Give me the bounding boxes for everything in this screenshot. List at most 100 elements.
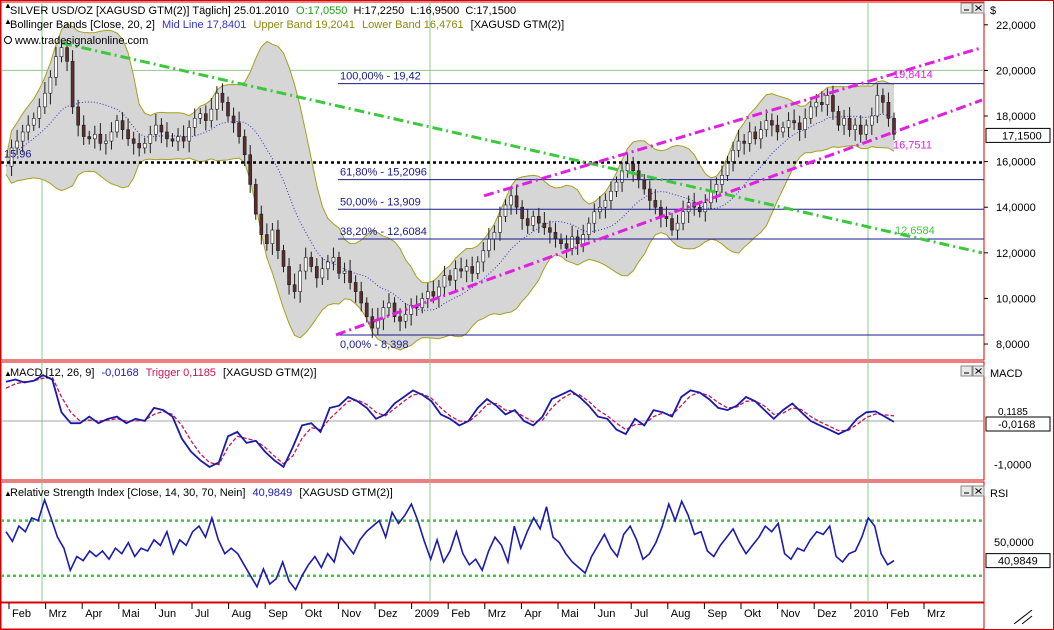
macd-symbol: [XAGUSD GTM(2)] — [223, 367, 317, 379]
candle-body — [331, 257, 336, 263]
candle-body — [553, 232, 558, 240]
candle-body — [625, 163, 630, 172]
candle-body — [204, 113, 208, 121]
candle-body — [514, 195, 519, 208]
candle-body — [642, 179, 647, 190]
candle-body — [836, 111, 841, 126]
candle-body — [864, 124, 869, 135]
candle-body — [747, 131, 752, 144]
candle-body — [703, 202, 708, 213]
candle-body — [731, 149, 735, 162]
candle-body — [670, 218, 674, 231]
resize-grip-icon[interactable] — [1013, 609, 1033, 625]
candle-body — [54, 56, 58, 78]
candle-body — [381, 307, 386, 320]
rsi-value: 40,9849 — [252, 487, 292, 499]
fibonacci-label: 61,80% - 15,2096 — [340, 167, 427, 179]
rsi-line — [5, 497, 895, 592]
candle-body — [265, 234, 269, 245]
candle-body — [87, 136, 92, 140]
pane-marker-icon: ▲ — [4, 369, 12, 378]
time-tick-label: Sep — [268, 608, 288, 620]
candle-body — [287, 266, 291, 286]
macd-gridlines — [1, 362, 984, 480]
candle-body — [481, 250, 486, 263]
price-gridlines — [1, 2, 984, 360]
macd-last-box — [985, 416, 1051, 432]
time-tick-label: Apr — [85, 608, 102, 620]
candle-body — [292, 284, 297, 292]
candle-body — [881, 95, 885, 103]
macd-close-button[interactable] — [972, 365, 985, 377]
candle-body — [614, 181, 619, 192]
time-tick-label: Okt — [744, 608, 761, 620]
time-tick-label: Feb — [451, 608, 470, 620]
candle-body — [464, 266, 469, 272]
pane-marker-icon: ▲ — [4, 17, 12, 26]
candle-body — [76, 106, 80, 126]
candle-body — [797, 122, 802, 130]
time-tick-label: Okt — [305, 608, 322, 620]
candle-body — [570, 236, 574, 249]
candle-body — [820, 102, 824, 105]
candle-body — [781, 127, 785, 133]
candle-body — [237, 122, 241, 137]
candle-body — [387, 302, 391, 308]
candle-body — [531, 216, 536, 226]
bollinger-mid-label: Mid Line 17,8401 — [162, 19, 246, 31]
candle-body — [803, 117, 808, 130]
rsi-axis: 50,0000 40,9849 — [985, 537, 1051, 569]
candle-body — [398, 316, 402, 322]
candle-body — [831, 95, 835, 112]
rsi-minimize-button[interactable] — [960, 485, 973, 497]
price-tick-label: 8,0000 — [996, 339, 1030, 351]
candle-body — [520, 206, 524, 219]
candle-body — [786, 120, 791, 128]
price-title: SILVER USD/OZ [XAGUSD GTM(2)] Täglich] 2… — [10, 5, 289, 17]
bollinger-symbol: [XAGUSD GTM(2)] — [471, 19, 565, 31]
price-tick-label: 12,0000 — [996, 248, 1036, 260]
candle-body — [492, 232, 497, 240]
upper-channel-line — [483, 46, 983, 198]
bollinger-header: Bollinger Bands [Close, 20, 2] Mid Line … — [10, 19, 564, 31]
candle-body — [270, 229, 275, 245]
macd-trigger-readout: 0,1185 — [998, 407, 1028, 418]
price-axis: 22,0000 20,0000 18,0000 16,0000 14,0000 12,00… — [984, 20, 1051, 351]
pane-marker-icon: ▲ — [4, 489, 12, 498]
candle-body — [337, 257, 341, 274]
candle-body — [631, 163, 635, 172]
time-tick-label: Aug — [232, 608, 252, 620]
candle-body — [548, 227, 552, 233]
candle-body — [825, 95, 830, 105]
price-pane[interactable]: 100,00% - 19,42 61,80% - 15,2096 50,00% - … — [0, 1, 1051, 361]
rsi-close-button[interactable] — [972, 485, 985, 497]
candle-body — [437, 286, 441, 297]
candle-body — [808, 106, 813, 119]
candle-body — [26, 124, 31, 133]
price-open: O:17,0550 — [296, 5, 347, 17]
candle-body — [70, 60, 75, 108]
time-axis[interactable]: Feb Mrz Apr Mai Jun Jul Aug Sep Okt Nov Dez 2009 Feb… — [0, 602, 985, 630]
candle-body — [714, 184, 719, 192]
fibonacci-levels: 100,00% - 19,42 61,80% - 15,2096 50,00% - … — [338, 71, 984, 351]
candle-body — [98, 133, 103, 144]
rsi-last-label: 40,9849 — [998, 556, 1038, 568]
price-minimize-button[interactable] — [960, 2, 973, 14]
close-icon — [975, 488, 982, 494]
time-tick-label: Sep — [707, 608, 727, 620]
candle-body — [814, 102, 819, 108]
rsi-pane[interactable]: 50,0000 40,9849 Relative Strength Index [… — [0, 481, 1051, 603]
candle-body — [453, 268, 458, 281]
candle-body — [198, 113, 203, 119]
time-tick-label: 2009 — [415, 608, 439, 620]
time-tick-label: Aug — [671, 608, 691, 620]
candle-body — [309, 257, 314, 267]
candle-body — [758, 129, 763, 140]
candle-body — [431, 291, 436, 297]
macd-minimize-button[interactable] — [960, 365, 973, 377]
candle-body — [259, 213, 264, 235]
candle-body — [59, 47, 64, 58]
price-close-button[interactable] — [972, 2, 985, 14]
candle-body — [48, 76, 53, 94]
